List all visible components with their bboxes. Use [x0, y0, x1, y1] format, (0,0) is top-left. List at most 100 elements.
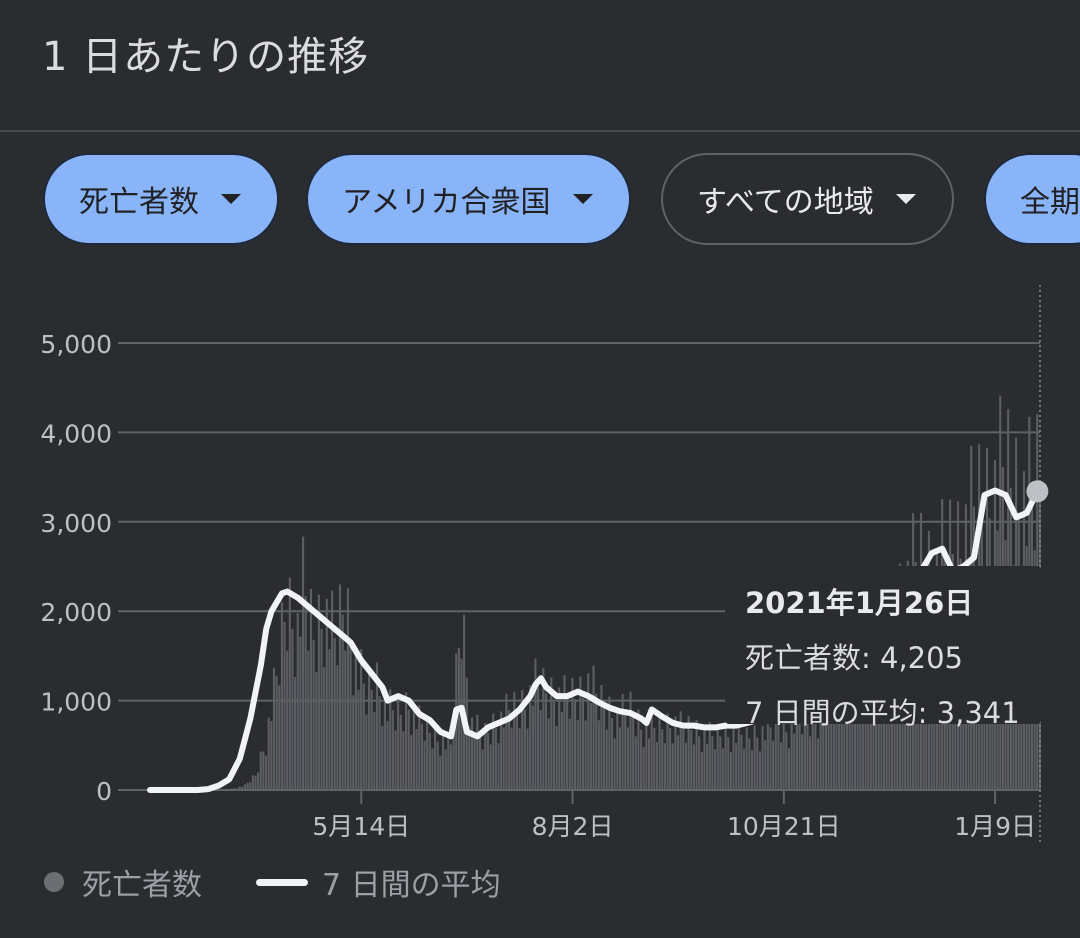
daily-death-bar: [484, 722, 487, 790]
daily-death-bar: [856, 676, 859, 790]
daily-death-bar: [521, 690, 524, 790]
daily-death-bar: [851, 700, 854, 790]
daily-death-bar: [766, 714, 769, 790]
daily-death-bar: [621, 693, 624, 790]
daily-death-bar: [476, 714, 479, 790]
chevron-down-icon: [572, 194, 593, 204]
daily-death-bar: [463, 614, 466, 790]
daily-death-bar: [830, 722, 833, 790]
daily-death-bar: [708, 721, 711, 790]
daily-death-bar: [515, 709, 519, 790]
daily-death-bar: [444, 749, 447, 790]
daily-death-bar: [389, 689, 392, 790]
daily-death-bar: [386, 721, 389, 790]
daily-death-bar: [743, 748, 746, 790]
daily-death-bar: [753, 725, 756, 790]
daily-death-bar: [629, 691, 632, 790]
daily-death-bar: [740, 734, 743, 790]
daily-death-bar: [603, 707, 606, 790]
daily-death-bar: [750, 750, 754, 790]
chevron-down-icon: [895, 194, 916, 204]
daily-death-bar: [365, 714, 368, 790]
header-divider: [0, 130, 1080, 132]
daily-death-bar: [344, 650, 347, 790]
daily-death-bar: [402, 730, 405, 790]
daily-death-bar: [626, 727, 629, 790]
daily-death-bar: [632, 714, 635, 790]
daily-death-bar: [325, 598, 328, 790]
daily-death-bar: [452, 728, 455, 790]
daily-death-bar: [304, 596, 307, 790]
daily-death-bar: [608, 696, 611, 790]
daily-death-bar: [397, 700, 400, 790]
daily-death-bar: [362, 683, 365, 790]
daily-death-bar: [354, 653, 357, 790]
daily-death-bar: [748, 738, 751, 790]
region-filter-label: すべての地域: [697, 185, 874, 220]
tooltip-date: 2021年1月26日: [745, 586, 974, 620]
daily-death-bar: [650, 714, 653, 790]
daily-death-bar: [294, 676, 297, 790]
daily-death-bar: [426, 716, 429, 790]
daily-death-bar: [323, 667, 326, 790]
daily-death-bar: [299, 636, 302, 790]
daily-death-bar: [647, 738, 651, 790]
metric-filter-chip[interactable]: 死亡者数: [43, 153, 279, 245]
deaths-chart[interactable]: 0 1,000 2,000 3,000 4,000 5,000 5月14日 8月2日 10月21…: [0, 270, 1080, 850]
daily-death-bar: [684, 742, 688, 790]
daily-death-bar: [391, 710, 394, 790]
daily-death-bar: [663, 743, 666, 790]
daily-death-bar: [418, 705, 421, 790]
x-tick-label: 5月14日: [312, 812, 410, 841]
daily-death-bar: [700, 751, 703, 790]
daily-death-bar: [756, 737, 759, 790]
daily-death-bar: [265, 755, 268, 790]
daily-death-bar: [666, 713, 669, 790]
daily-death-bar: [737, 720, 740, 790]
daily-death-bar: [724, 722, 727, 790]
daily-death-bar: [383, 693, 386, 790]
period-filter-chip[interactable]: 全期: [984, 153, 1080, 245]
daily-death-bar: [507, 710, 511, 790]
daily-death-bar: [764, 740, 767, 790]
chart-legend: 死亡者数 7 日間の平均: [44, 860, 501, 904]
daily-death-bar: [610, 717, 614, 790]
daily-death-bar: [711, 735, 714, 790]
daily-death-bar: [819, 704, 822, 790]
daily-death-bar: [357, 689, 360, 790]
daily-death-bar: [352, 695, 355, 790]
country-filter-chip[interactable]: アメリカ合衆国: [306, 153, 631, 245]
daily-death-bar: [494, 727, 497, 790]
daily-death-bar: [574, 698, 577, 790]
daily-death-bar: [824, 686, 828, 790]
daily-death-bar: [307, 650, 310, 790]
filter-bar: 死亡者数 アメリカ合衆国 すべての地域 全期: [0, 153, 1080, 247]
hover-point: [1026, 480, 1049, 503]
daily-death-bar: [827, 703, 830, 790]
daily-death-bar: [547, 718, 550, 790]
daily-death-bar: [262, 751, 265, 790]
daily-death-bar: [589, 703, 592, 790]
daily-death-bar: [822, 722, 825, 790]
daily-death-bar: [745, 727, 748, 790]
average-line: [907, 487, 1041, 597]
daily-death-bar: [790, 719, 793, 790]
region-filter-chip[interactable]: すべての地域: [661, 153, 954, 245]
daily-death-bar: [412, 705, 416, 790]
daily-death-bar: [695, 719, 698, 790]
daily-death-bar: [552, 701, 555, 790]
daily-death-bar: [864, 668, 867, 790]
daily-death-bar: [846, 722, 849, 790]
daily-death-bar: [721, 748, 725, 790]
daily-death-bar: [568, 718, 571, 790]
daily-death-bar: [816, 738, 820, 790]
daily-death-bar: [486, 732, 489, 790]
y-tick-label: 1,000: [40, 688, 112, 717]
daily-death-bar: [640, 729, 643, 790]
daily-death-bar: [835, 701, 838, 790]
daily-death-bar: [677, 735, 680, 790]
daily-death-bar: [772, 740, 775, 790]
daily-death-bar: [489, 744, 492, 790]
daily-death-bar: [301, 536, 305, 790]
daily-death-bar: [616, 707, 619, 790]
